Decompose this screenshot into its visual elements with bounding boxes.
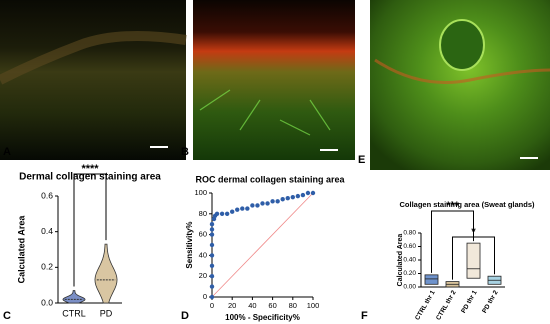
y-tick-label: 0.4 [41,226,53,236]
y-tick-label: 0.20 [403,270,416,277]
y-tick-label: 0.60 [403,243,416,250]
chart-title: Dermal collagen staining area [19,172,161,183]
roc-point [275,199,280,204]
x-tick-label: PD thr 2 [481,289,500,314]
roc-point [305,190,311,196]
floating-bar [466,242,481,279]
roc-point [209,232,215,237]
significance-label: * [471,226,476,238]
roc-point [295,193,301,199]
image-a [0,0,186,160]
significance-bracket [73,173,107,287]
x-tick-label: 80 [289,301,297,310]
violin [94,243,118,304]
x-tick-label: PD thr 1 [460,289,479,314]
roc-point [260,201,265,206]
roc-point [300,192,306,198]
roc-point [235,207,240,212]
x-tick-label: 60 [268,301,276,310]
significance-bracket [452,236,495,280]
y-axis-label: Calculated Area [397,234,404,287]
significance-label: **** [81,163,99,175]
roc-point [280,197,285,202]
roc-point [240,206,245,211]
red-layer [374,58,550,84]
x-tick-label: 40 [248,301,256,310]
roc-point [270,199,275,204]
roc-point [290,194,295,200]
x-tick-label: CTRL thr 2 [435,289,458,322]
fibers [199,89,331,136]
y-tick-label: 0.80 [403,230,416,237]
y-axis-label: Calculated Area [16,215,26,284]
reference-line [211,192,314,298]
roc-point [255,203,260,208]
x-tick-label: PD [100,308,113,318]
tissue-layer [0,31,187,85]
roc-point [265,201,270,206]
panel-label: D [181,310,189,322]
roc-point [245,206,250,211]
y-tick-label: 0.40 [403,257,416,264]
x-tick-label: 20 [228,301,236,310]
y-tick-label: 20 [199,271,207,280]
x-tick-label: CTRL [62,308,86,318]
roc-point [209,242,215,248]
chart-title: ROC dermal collagen staining area [195,174,345,184]
violin [62,290,86,304]
y-tick-label: 0.00 [403,284,416,291]
y-tick-label: 40 [199,250,207,259]
panel-label: F [361,310,368,322]
roc-point [209,274,215,279]
roc-point [230,209,235,214]
roc-point [209,294,215,300]
chart-title: Collagen staining area (Sweat glands) [399,200,535,209]
roc-point [209,263,215,268]
y-tick-label: 0.0 [41,297,53,307]
roc-point [310,190,316,196]
roc-point [214,211,220,216]
y-axis-label: Sensitivity% [185,221,194,268]
roc-point [285,196,290,201]
x-tick-label: CTRL thr 1 [414,289,437,322]
significance-bracket [431,210,474,273]
x-tick-label: 100 [307,301,320,310]
image-b [193,0,355,160]
panel-label: A [3,146,11,158]
roc-point [224,211,230,216]
roc-point [219,211,225,216]
panel-label: B [181,146,189,158]
y-tick-label: 0.2 [41,262,53,272]
roc-point [209,227,215,232]
roc-point [250,203,255,208]
x-axis-label: 100% - Specificity% [225,313,300,322]
significance-label: *** [446,200,460,212]
y-tick-label: 100 [194,188,207,197]
y-tick-label: 60 [199,230,207,239]
roc-point [209,284,215,289]
floating-bar [424,274,439,285]
roc-point [209,253,215,258]
panel-label: E [358,154,365,166]
x-tick-label: 0 [210,301,214,310]
y-tick-label: 0 [203,292,207,301]
gland [439,19,485,71]
panel-label: C [3,310,11,322]
y-tick-label: 0.6 [41,190,53,200]
roc-point [209,222,215,227]
y-tick-label: 80 [199,209,207,218]
